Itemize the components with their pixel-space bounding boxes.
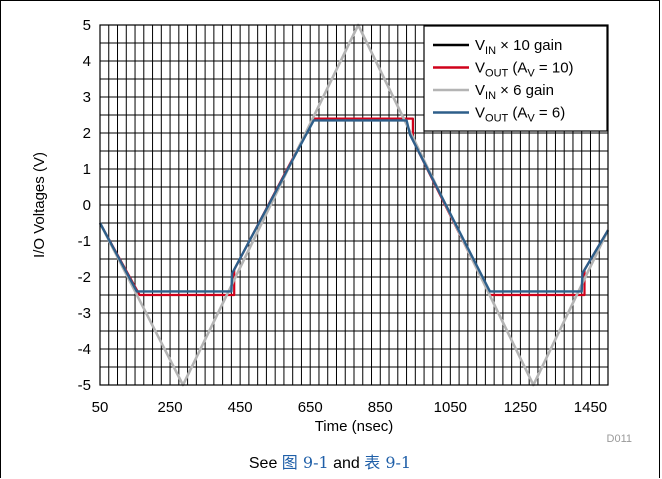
caption-prefix: See — [248, 455, 282, 472]
y-tick-label: 4 — [83, 53, 91, 70]
legend-label-part: V — [475, 82, 485, 99]
x-tick-labels: 50 250 450 650 850 1050 1250 1450 — [92, 399, 608, 416]
y-tick-label: 5 — [83, 17, 91, 34]
x-tick-label: 1050 — [434, 399, 467, 416]
figure-caption: See 图 9-1 and 表 9-1 — [0, 449, 660, 473]
legend-label-part: V — [527, 113, 535, 125]
legend-label-part: V — [475, 60, 485, 77]
legend-label-part: = 6) — [535, 105, 565, 122]
table-reference-link[interactable]: 表 9-1 — [364, 453, 412, 472]
y-tick-label: -3 — [78, 305, 91, 322]
legend-label: VIN × 6 gain — [475, 82, 554, 102]
x-tick-label: 1250 — [504, 399, 537, 416]
legend-label-part: OUT — [485, 68, 509, 80]
legend-label-part: = 10) — [535, 60, 574, 77]
series-line-2 — [99, 117, 609, 297]
y-tick-labels: 5 4 3 2 1 0 -1 -2 -3 -4 -5 — [78, 17, 91, 394]
y-tick-label: -4 — [78, 341, 91, 358]
legend-label-part: IN — [485, 45, 496, 57]
legend-label-part: (A — [508, 60, 527, 77]
legend-label: VOUT (AV = 6) — [475, 105, 565, 125]
io-voltage-chart: 5 4 3 2 1 0 -1 -2 -3 -4 -5 50 250 450 650 850 1050 1250 1… — [31, 17, 632, 445]
legend-label-part: V — [475, 105, 485, 122]
legend-label-part: IN — [485, 90, 496, 102]
figure-id-label: D011 — [607, 433, 632, 445]
legend-label-part: × 6 gain — [496, 82, 554, 99]
y-tick-label: -2 — [78, 269, 91, 286]
y-tick-label: 2 — [83, 125, 91, 142]
x-tick-label: 650 — [298, 399, 323, 416]
grid — [100, 25, 608, 385]
x-tick-label: 50 — [92, 399, 109, 416]
x-tick-label: 850 — [368, 399, 393, 416]
legend-label-part: (A — [508, 105, 527, 122]
plot-border — [99, 24, 609, 386]
y-tick-label: -5 — [78, 377, 91, 394]
legend-label-part: OUT — [485, 113, 509, 125]
x-tick-label: 1450 — [574, 399, 607, 416]
y-axis-label: I/O Voltages (V) — [31, 152, 48, 258]
y-tick-label: 3 — [83, 89, 91, 106]
series-line-4 — [98, 119, 610, 293]
figure-reference-link[interactable]: 图 9-1 — [281, 453, 329, 472]
legend-label-part: V — [527, 68, 535, 80]
y-tick-label: 0 — [83, 197, 91, 214]
caption-middle: and — [328, 455, 365, 472]
y-tick-label: -1 — [78, 233, 91, 250]
x-tick-label: 250 — [158, 399, 183, 416]
legend-label-part: × 10 gain — [496, 37, 562, 54]
legend-label: VOUT (AV = 10) — [475, 60, 574, 80]
x-axis-label: Time (nsec) — [315, 418, 394, 435]
legend-label: VIN × 10 gain — [475, 37, 562, 57]
x-tick-label: 450 — [228, 399, 253, 416]
legend-label-part: V — [475, 37, 485, 54]
y-tick-label: 1 — [83, 161, 91, 178]
